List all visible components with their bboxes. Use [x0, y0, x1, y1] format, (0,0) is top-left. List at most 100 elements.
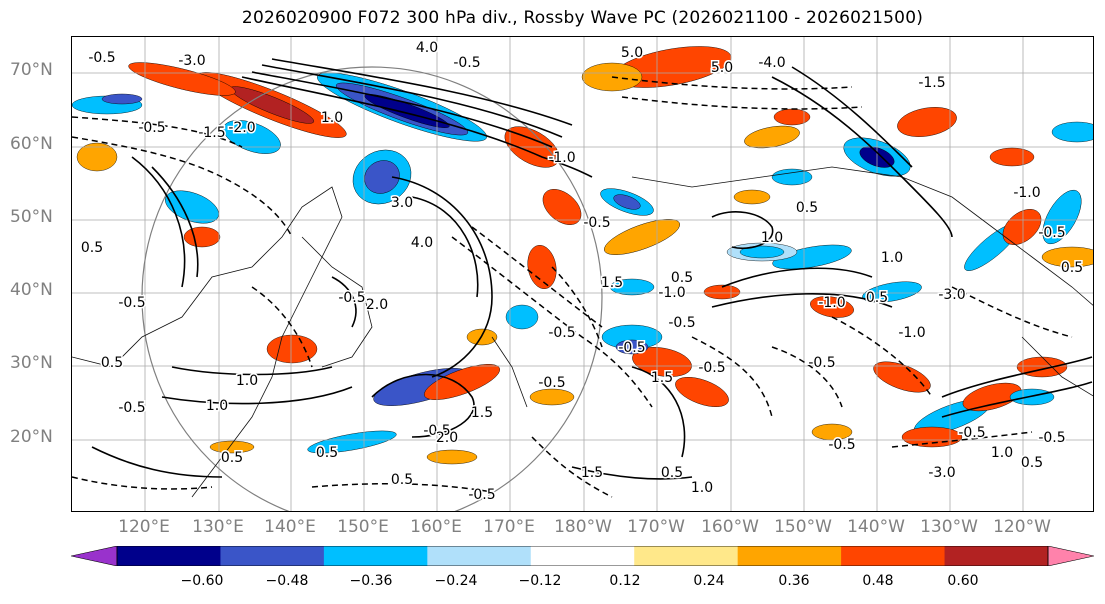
contour-label: 0.5 — [661, 465, 683, 481]
contour-negative — [72, 116, 243, 148]
contour-positive — [941, 381, 1093, 418]
contour-label: 0.5 — [1061, 260, 1083, 276]
contour-positive — [151, 166, 199, 278]
contour-label: -0.5 — [468, 487, 495, 503]
contour-positive — [791, 66, 913, 168]
divergence-patch — [703, 284, 741, 300]
divergence-patch — [603, 219, 681, 255]
contour-label: 1.5 — [651, 370, 673, 386]
contour-label: 5.0 — [621, 45, 643, 61]
contour-label: 1.5 — [471, 405, 493, 421]
lon-label-130w: 130°W — [920, 517, 978, 537]
lon-label-150e: 150°E — [337, 517, 389, 537]
contour-label: 1.0 — [691, 480, 713, 496]
colorbar-bin — [117, 546, 221, 566]
contour-label: 1.0 — [761, 230, 783, 246]
contour-positive — [711, 211, 774, 249]
divergence-patch — [423, 364, 501, 400]
divergence-patch — [615, 339, 649, 355]
divergence-patch — [101, 93, 143, 105]
contour-label-layer: -0.5 -3.0 -2.0 1.0 4.0 -0.5 -0.5 -1.5 0.5 -0.5 3.0… — [79, 39, 1084, 505]
contour-label: -3.0 — [938, 287, 965, 303]
divergence-patch — [1051, 121, 1093, 143]
colorbar-tick-neg024: −0.24 — [434, 573, 478, 589]
divergence-patch — [873, 361, 931, 393]
contour-negative — [551, 266, 603, 348]
coastline — [301, 236, 373, 368]
divergence-patch — [527, 244, 557, 290]
divergence-patch — [307, 430, 397, 454]
colorbar-tick-neg036: −0.36 — [349, 573, 393, 589]
divergence-patch — [739, 245, 785, 259]
contour-label: -1.0 — [548, 150, 575, 166]
contour-label: -2.0 — [228, 120, 255, 136]
lon-label-130e: 130°E — [192, 517, 244, 537]
colorbar-tick-neg048: −0.48 — [265, 573, 309, 589]
contour-positive — [251, 71, 553, 148]
rossby-wave-contours — [72, 58, 1093, 498]
lon-label-120e: 120°E — [118, 517, 170, 537]
divergence-patch — [183, 226, 221, 248]
contour-label: 1.0 — [881, 250, 903, 266]
divergence-patch — [1002, 209, 1042, 245]
contour-label: -0.5 — [583, 215, 610, 231]
contour-positive — [941, 356, 1093, 398]
contour-label: 0.5 — [391, 472, 413, 488]
coastline — [72, 186, 343, 498]
contour-positive — [371, 373, 475, 438]
contour-negative — [72, 136, 293, 238]
divergence-patch — [165, 190, 219, 224]
colorbar-tick-048: 0.48 — [862, 573, 894, 589]
lon-label-170w: 170°W — [627, 517, 685, 537]
contour-positive — [261, 64, 563, 138]
divergence-patch — [364, 160, 400, 194]
contour-negative — [891, 431, 1033, 448]
colorbar-bin — [944, 546, 1049, 566]
contour-negative — [311, 482, 493, 493]
colorbar-tick-060: 0.60 — [947, 573, 979, 589]
contour-label: 4.0 — [411, 235, 433, 251]
divergence-patch — [897, 107, 957, 137]
divergence-patch — [901, 426, 963, 448]
contour-label: 0.5 — [81, 240, 103, 256]
lon-label-180w: 180°W — [554, 517, 612, 537]
colorbar-tick-012: 0.12 — [609, 573, 641, 589]
colorbar-bin — [323, 546, 428, 566]
contour-positive — [571, 466, 693, 480]
contour-label: 0.5 — [796, 200, 818, 216]
contour-positive — [241, 76, 593, 178]
contour-label: -0.5 — [958, 425, 985, 441]
contour-label: -0.5 — [548, 325, 575, 341]
contour-label: 0.5 — [671, 270, 693, 286]
contour-positive — [171, 366, 333, 376]
contour-positive — [271, 58, 573, 126]
contour-positive — [721, 267, 873, 288]
divergence-map: -0.5 -3.0 -2.0 1.0 4.0 -0.5 -0.5 -1.5 0.5 -0.5 3.0… — [72, 37, 1093, 511]
contour-label: -0.5 — [453, 55, 480, 71]
divergence-patch — [675, 377, 729, 407]
coastline — [491, 336, 528, 408]
contour-label: 1.0 — [206, 398, 228, 414]
colorbar-bin — [737, 546, 842, 566]
contour-negative — [611, 76, 853, 90]
divergence-patch — [613, 194, 641, 210]
contour-negative — [251, 286, 313, 368]
contour-label: -0.5 — [423, 423, 450, 439]
contour-label: -0.5 — [618, 340, 645, 356]
contour-negative — [691, 336, 773, 418]
lat-label-20n: 20°N — [10, 427, 53, 447]
divergence-patch — [989, 147, 1035, 167]
divergence-patch — [76, 142, 118, 172]
divergence-patch — [771, 168, 813, 186]
contour-negative — [621, 96, 863, 110]
contour-label: 0.5 — [866, 290, 888, 306]
coastline — [631, 166, 1093, 306]
contour-positive — [771, 76, 953, 238]
map-panel: -0.5 -3.0 -2.0 1.0 4.0 -0.5 -0.5 -1.5 0.5 -0.5 3.0… — [71, 36, 1094, 512]
contour-label: 3.0 — [391, 195, 413, 211]
contour-positive — [131, 156, 186, 288]
divergence-patch — [733, 189, 771, 205]
contour-positive — [711, 293, 893, 308]
lon-label-140w: 140°W — [847, 517, 905, 537]
contour-label: -0.5 — [828, 437, 855, 453]
